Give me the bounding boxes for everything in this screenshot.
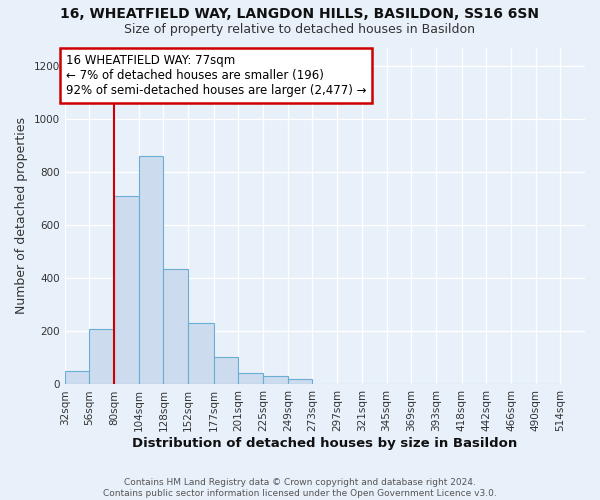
Bar [263,376,288,384]
Bar [139,156,163,384]
Bar [214,356,238,384]
Text: 16 WHEATFIELD WAY: 77sqm
← 7% of detached houses are smaller (196)
92% of semi-d: 16 WHEATFIELD WAY: 77sqm ← 7% of detache… [65,54,366,97]
Y-axis label: Number of detached properties: Number of detached properties [15,118,28,314]
Bar [89,328,114,384]
Bar [114,196,139,384]
Bar [238,372,263,384]
Bar [163,269,188,384]
Text: 16, WHEATFIELD WAY, LANGDON HILLS, BASILDON, SS16 6SN: 16, WHEATFIELD WAY, LANGDON HILLS, BASIL… [61,8,539,22]
Bar [288,379,313,384]
Text: Contains HM Land Registry data © Crown copyright and database right 2024.
Contai: Contains HM Land Registry data © Crown c… [103,478,497,498]
Bar [65,371,89,384]
Bar [188,324,214,384]
X-axis label: Distribution of detached houses by size in Basildon: Distribution of detached houses by size … [132,437,517,450]
Text: Size of property relative to detached houses in Basildon: Size of property relative to detached ho… [125,22,476,36]
